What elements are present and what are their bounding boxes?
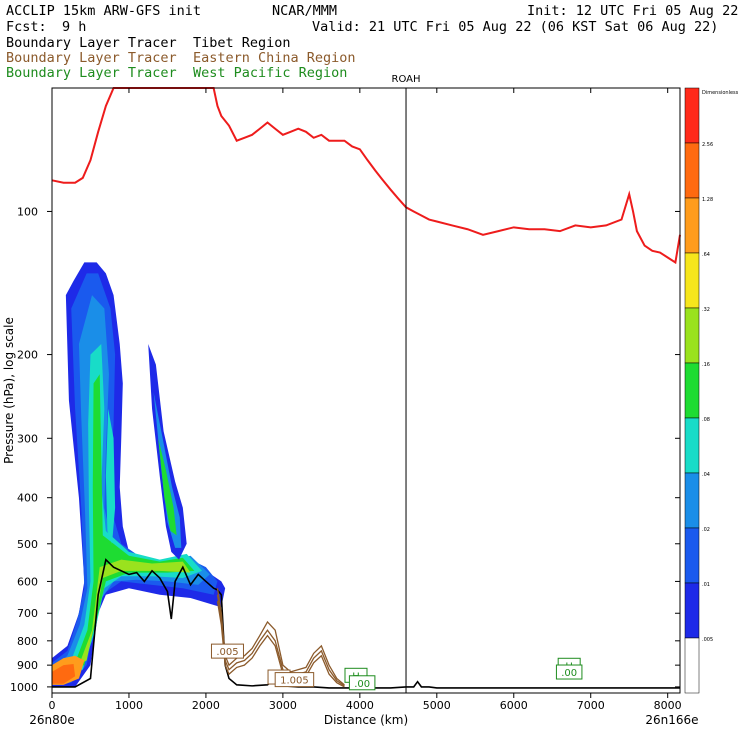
y-tick-label: 900 [17,659,38,672]
x-tick-label: 4000 [346,699,374,712]
forecast-label: Fcst: [6,19,47,35]
colorbar-swatch [684,307,700,364]
colorbar-swatch [684,417,700,474]
x-tick-label: 7000 [577,699,605,712]
valid-time: Valid: 21 UTC Fri 05 Aug 22 (06 KST Sat … [312,19,719,35]
legend-name: Boundary Layer Tracer [6,50,177,66]
tracer-contours [52,558,680,689]
y-axis-label: Pressure (hPa), log scale [2,317,16,464]
contour-label-box [274,672,315,688]
x-tick-label: 6000 [500,699,528,712]
start-point-label: 26n80e [29,713,75,727]
colorbar-swatch [684,197,700,254]
colorbar-swatch [684,252,700,309]
x-tick-label: 3000 [269,699,297,712]
eastern-china-contour [216,594,345,687]
y-tick-label: 300 [17,432,38,445]
end-point-label: 26n166e [645,713,698,727]
y-tick-label: 600 [17,575,38,588]
eastern-china-contour [216,600,345,688]
legend-name: Boundary Layer Tracer [6,35,177,51]
x-tick-label: 8000 [654,699,682,712]
forecast-hour: 9 h [62,19,87,35]
colorbar-level-label: .04 [702,472,710,478]
x-axis-label: Distance (km) [324,713,408,727]
contour-label: .005 [216,647,238,658]
y-tick-label: 100 [17,205,38,218]
legend-region: Eastern China Region [192,50,356,66]
contour-label: .00 [561,668,577,679]
contour-label-box [555,664,583,680]
chart-title: ACCLIP 15km ARW-GFS init [6,3,202,19]
contour-label-box [348,675,376,691]
tracer-band-010 [153,392,182,548]
colorbar-swatch [684,472,700,529]
colorbar-level-label: .16 [702,362,710,368]
contour-label: .00 [354,679,370,690]
x-tick-label: 5000 [423,699,451,712]
tracer-band-008 [52,663,76,684]
colorbar-level-label: .005 [702,637,713,643]
colorbar-level-label: .64 [702,252,710,258]
colorbar-level-label: .08 [702,417,710,423]
colorbar-level-label: .32 [702,307,710,313]
init-time: Init: 12 UTC Fri 05 Aug 22 [527,3,739,19]
colorbar-level-label: 2.56 [702,142,713,148]
y-tick-label: 500 [17,538,38,551]
y-tick-label: 700 [17,607,38,620]
tracer-shading [52,262,226,687]
legend-entry-eastern-china: Boundary Layer Tracer Eastern China Regi… [6,50,356,66]
y-tick-label: 200 [17,349,38,362]
organization-label: NCAR/MMM [272,3,338,19]
colorbar-level-label: .01 [702,582,710,588]
contour-label: 1.005 [280,676,309,687]
x-tick-label: 2000 [192,699,220,712]
chart-marks: ROAH.005L1.005H.00H.00 [51,74,681,693]
colorbar-level-label: 1.28 [702,197,713,203]
colorbar-swatch [684,362,700,419]
colorbar-swatch [684,637,700,694]
colorbar: Dimensionless 2.56 1.28 .64 .32 .16 .08 .04 .02.… [684,87,739,694]
legend-entry-west-pacific: Boundary Layer Tracer West Pacific Regio… [6,65,347,81]
tracer-band-011 [158,438,177,536]
colorbar-swatch [684,582,700,639]
tropopause-line [51,87,681,265]
x-tick-label: 1000 [115,699,143,712]
tracer-band-002 [52,273,218,685]
x-tick-label: 0 [49,699,56,712]
axes: 0 1000 2000 3000 4000 5000 6000 7000 8000 Distanc… [2,88,699,727]
legend-region: Tibet Region [192,35,291,51]
y-tick-label: 800 [17,635,38,648]
tracer-band-006 [52,559,191,677]
roah-marker-label: ROAH [392,74,421,85]
tracer-band-009 [148,343,187,560]
colorbar-swatch [684,527,700,584]
tracer-band-004 [52,343,203,676]
colorbar-level-label: Dimensionless [702,90,739,96]
y-tick-label: 1000 [10,681,38,694]
contour-label-box [210,643,244,659]
colorbar-swatch [684,87,700,144]
legend-name: Boundary Layer Tracer [6,65,177,81]
colorbar-swatch [684,142,700,199]
eastern-china-contour [216,588,345,686]
y-tick-label: 400 [17,492,38,505]
legend-entry-tibet: Boundary Layer Tracer Tibet Region [6,35,291,51]
legend-region: West Pacific Region [192,65,348,81]
plot-frame [51,87,681,694]
tracer-band-012 [105,408,116,544]
colorbar-level-label: .02 [702,527,710,533]
